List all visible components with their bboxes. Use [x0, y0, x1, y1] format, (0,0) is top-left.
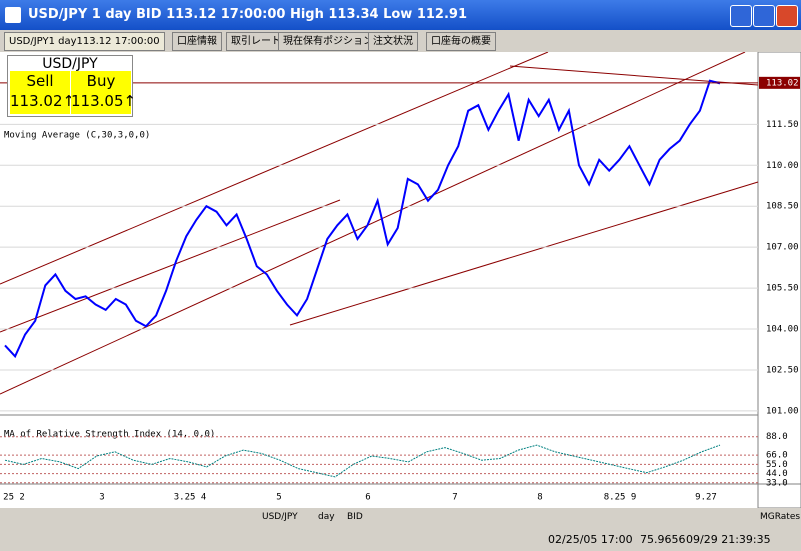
y-tick-label: 102.50 [766, 365, 799, 375]
app-icon [5, 7, 21, 23]
maximize-button[interactable] [753, 5, 775, 27]
last-price-label: 113.02 [766, 78, 799, 88]
sell-label: Sell [26, 72, 54, 90]
y-tick-label: 111.50 [766, 120, 799, 130]
price-line [4, 79, 721, 359]
x-tick-label: 8.25 9 [604, 493, 637, 503]
toolbar: USD/JPY day BID MGRates [0, 508, 801, 528]
x-tick-label: 7 [452, 493, 457, 503]
tab[interactable]: 口座情報 [172, 32, 222, 51]
x-tick-label: 9.27 [695, 493, 717, 503]
last-price-box [759, 76, 800, 89]
y-tick-label: 101.00 [766, 406, 799, 416]
status-time: 09/29 21:39:35 [686, 533, 771, 546]
status-value: 75.9656 [640, 533, 686, 546]
title-bar: USD/JPY 1 day BID 113.12 17:00:00 High 1… [0, 0, 801, 30]
tab-row: USD/JPY1 day113.12 17:00:00 口座情報 取引レート 現… [0, 30, 801, 52]
x-tick-label: 5 [276, 493, 281, 503]
period-select[interactable]: day [318, 512, 335, 522]
tab[interactable]: 注文状況 [368, 32, 418, 51]
x-tick-label: 8 [537, 493, 542, 503]
indicator-label: Moving Average (C,30,3,0,0) [4, 131, 150, 141]
chart-area: Moving Average (C,30,3,0,0) MA of Relati… [0, 52, 801, 508]
tab[interactable]: 取引レート [226, 32, 286, 51]
x-tick-label: 6 [365, 493, 370, 503]
plot-bg [0, 52, 758, 508]
y-tick-label: 108.50 [766, 202, 799, 212]
symbol-select[interactable]: USD/JPY [262, 512, 298, 522]
buy-price: 113.05 [71, 92, 124, 110]
sell-price: 113.02 [10, 92, 63, 110]
y-tick-label: 44.0 [766, 469, 788, 479]
y-tick-label: 110.00 [766, 161, 799, 171]
price-select[interactable]: BID [347, 512, 363, 522]
minimize-button[interactable] [730, 5, 752, 27]
y-tick-label: 105.50 [766, 284, 799, 294]
close-button[interactable] [776, 5, 798, 27]
quote-box: USD/JPY Sell 113.02↑ Buy 113.05↑ [7, 55, 136, 117]
x-tick-label: 3 [99, 493, 104, 503]
y-tick-label: 33.0 [766, 478, 788, 488]
rates-button[interactable]: MGRates [760, 512, 801, 522]
y-tick-label: 107.00 [766, 243, 799, 253]
x-tick-label: 3.25 4 [174, 493, 207, 503]
sell-box[interactable]: Sell 113.02↑ [10, 71, 75, 114]
buy-label: Buy [86, 72, 116, 90]
y-tick-label: 88.0 [766, 432, 788, 442]
price-axis [757, 52, 801, 508]
tab[interactable]: USD/JPY1 day113.12 17:00:00 [4, 32, 165, 51]
x-tick-label: 25 2 [3, 493, 25, 503]
status-bar: 02/25/05 17:00 75.9656 09/29 21:39:35 [0, 528, 801, 551]
buy-box[interactable]: Buy 113.05↑ [71, 71, 136, 114]
y-tick-label: 55.0 [766, 460, 788, 470]
price-line [4, 444, 721, 478]
pair: USD/JPY [42, 56, 98, 72]
tab[interactable]: 現在保有ポジション [278, 32, 378, 51]
indicator-label: MA of Relative Strength Index (14, 0,0) [4, 430, 215, 440]
window-title: USD/JPY 1 day BID 113.12 17:00:00 High 1… [28, 7, 467, 22]
status-date: 02/25/05 17:00 [548, 533, 633, 546]
y-tick-label: 104.00 [766, 325, 799, 335]
tab[interactable]: 口座毎の概要 [426, 32, 496, 51]
y-tick-label: 66.0 [766, 451, 788, 461]
